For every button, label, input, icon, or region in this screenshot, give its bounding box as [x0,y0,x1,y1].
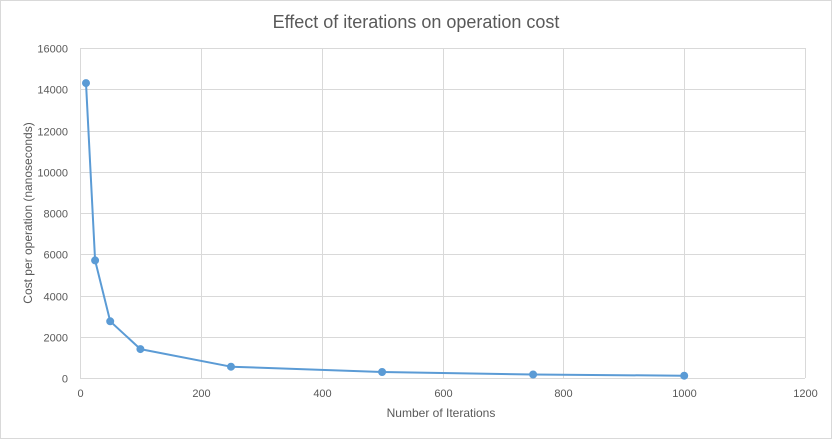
data-point [136,345,145,354]
gridlines [80,48,806,379]
x-tick-label: 800 [554,388,572,400]
y-tick-label: 2000 [44,333,68,345]
data-point [529,370,538,379]
data-point [227,362,235,371]
data-point [91,256,100,265]
y-tick-label: 12000 [37,127,68,139]
y-tick-label: 10000 [37,168,68,180]
y-tick-label: 8000 [44,209,68,221]
series-layer [82,79,689,380]
data-point [378,368,387,376]
data-point [82,79,90,88]
y-axis-label: Cost per operation (nanoseconds) [21,122,35,303]
data-point [106,317,115,326]
chart-title: Effect of iterations on operation cost [273,12,560,32]
x-tick-label: 1200 [793,388,817,400]
x-tick-label: 1000 [672,388,696,400]
y-tick-label: 16000 [37,44,68,56]
x-axis-ticks: 0 200 400 600 800 1000 1200 [77,388,817,400]
y-tick-label: 6000 [44,250,68,262]
y-axis-ticks: 0 2000 4000 6000 8000 10000 12000 14000 16000 [37,44,68,386]
x-tick-label: 200 [192,388,210,400]
y-tick-label: 14000 [37,85,68,97]
series-line [85,83,685,377]
x-tick-label: 600 [434,388,452,400]
x-tick-label: 0 [77,388,83,400]
y-tick-label: 4000 [44,292,68,304]
x-axis-label: Number of Iterations [387,406,496,420]
data-point [680,371,689,380]
y-tick-label: 0 [62,374,68,386]
x-tick-label: 400 [313,388,331,400]
